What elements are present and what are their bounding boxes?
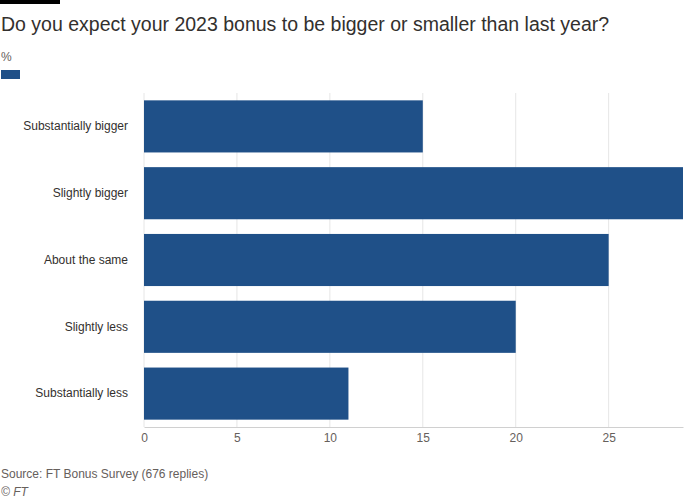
y-tick: Slightly bigger: [53, 186, 128, 200]
brand-bar: [0, 0, 60, 4]
chart: Do you expect your 2023 bonus to be bigg…: [0, 0, 700, 500]
y-tick: Substantially bigger: [23, 119, 128, 133]
x-tick: 10: [324, 427, 338, 445]
bar: [144, 368, 348, 420]
grid: [144, 93, 609, 427]
bar: [144, 167, 683, 219]
y-tick: About the same: [44, 253, 128, 267]
x-tick: 15: [417, 427, 431, 445]
y-tick-label: About the same: [44, 253, 128, 267]
y-tick-label: Substantially bigger: [23, 119, 128, 133]
x-tick: 0: [141, 427, 148, 445]
y-axis: Substantially bigger Slightly bigger About…: [23, 119, 128, 400]
x-tick: 25: [602, 427, 616, 445]
title: Do you expect your 2023 bonus to be bigg…: [1, 13, 609, 35]
legend-swatch: [1, 70, 20, 79]
x-tick: 20: [510, 427, 524, 445]
source: Source: FT Bonus Survey (676 replies): [1, 467, 208, 481]
x-tick-label: 5: [234, 431, 241, 445]
x-tick-label: 15: [417, 431, 431, 445]
bar: [144, 301, 516, 353]
copyright: © FT: [1, 485, 30, 499]
y-tick-label: Substantially less: [35, 386, 128, 400]
x-tick: 5: [234, 427, 241, 445]
y-tick-label: Slightly bigger: [53, 186, 128, 200]
y-tick: Substantially less: [35, 386, 128, 400]
x-axis: 0 5 10 15 20 25: [141, 427, 683, 445]
x-tick-label: 25: [602, 431, 616, 445]
y-tick-label: Slightly less: [65, 320, 128, 334]
bar: [144, 234, 609, 286]
bars: [144, 100, 683, 419]
y-tick: Slightly less: [65, 320, 128, 334]
x-axis-line: [145, 427, 684, 428]
x-tick-label: 10: [324, 431, 338, 445]
subtitle: %: [1, 50, 12, 64]
x-tick-label: 20: [510, 431, 524, 445]
x-tick-label: 0: [141, 431, 148, 445]
bar: [144, 100, 423, 152]
